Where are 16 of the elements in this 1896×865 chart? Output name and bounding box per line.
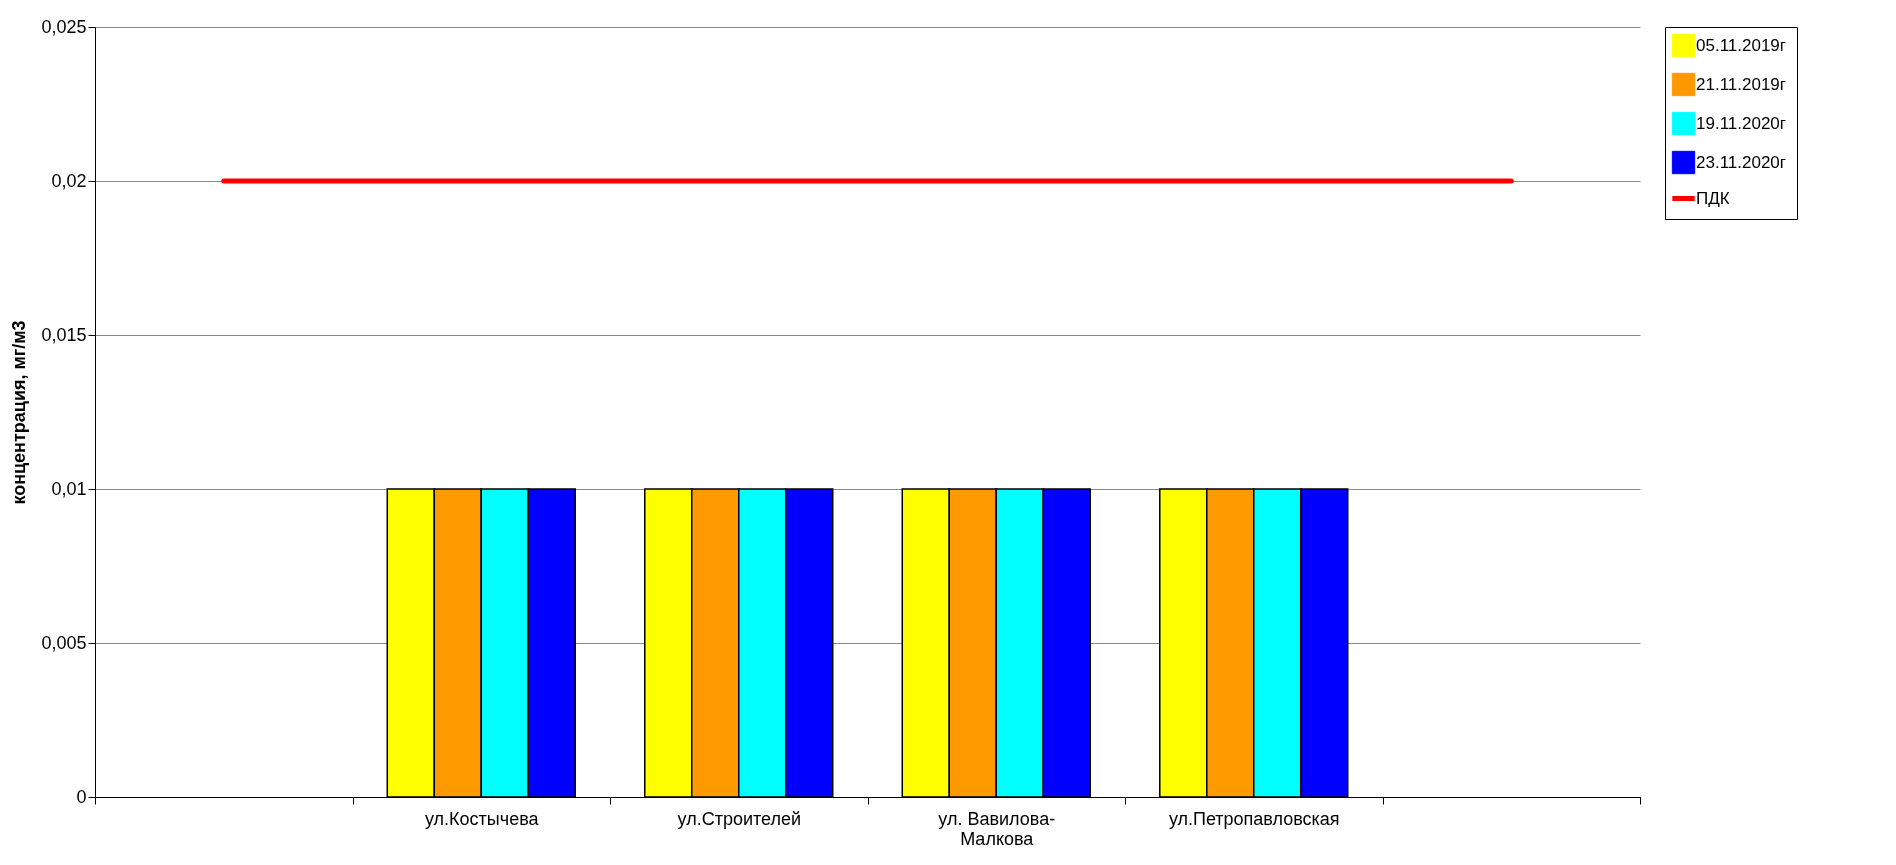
legend-label: ПДК xyxy=(1696,188,1730,208)
y-tick-label: 0,01 xyxy=(51,478,87,499)
x-tick-label: ул.Костычева xyxy=(424,808,540,829)
legend-label: 05.11.2019г xyxy=(1696,35,1787,55)
legend-label: 21.11.2019г xyxy=(1696,74,1787,94)
y-tick-label: 0,025 xyxy=(41,16,87,37)
y-tick-label: 0,005 xyxy=(41,632,87,653)
x-tick-label: ул.Петропавловская xyxy=(1168,808,1340,829)
x-tick-label: ул. Вавилова-Малкова xyxy=(938,808,1056,849)
y-tick-label: 0,015 xyxy=(41,324,87,345)
y-tick-label: 0,02 xyxy=(51,170,87,191)
y-tick-label: 0 xyxy=(76,786,87,807)
legend-label: 19.11.2020г xyxy=(1696,113,1787,133)
legend-label: 23.11.2020г xyxy=(1696,152,1787,172)
x-tick-label: ул.Строителей xyxy=(677,808,801,829)
y-axis-title: концентрация, мг/м3 xyxy=(9,320,30,505)
